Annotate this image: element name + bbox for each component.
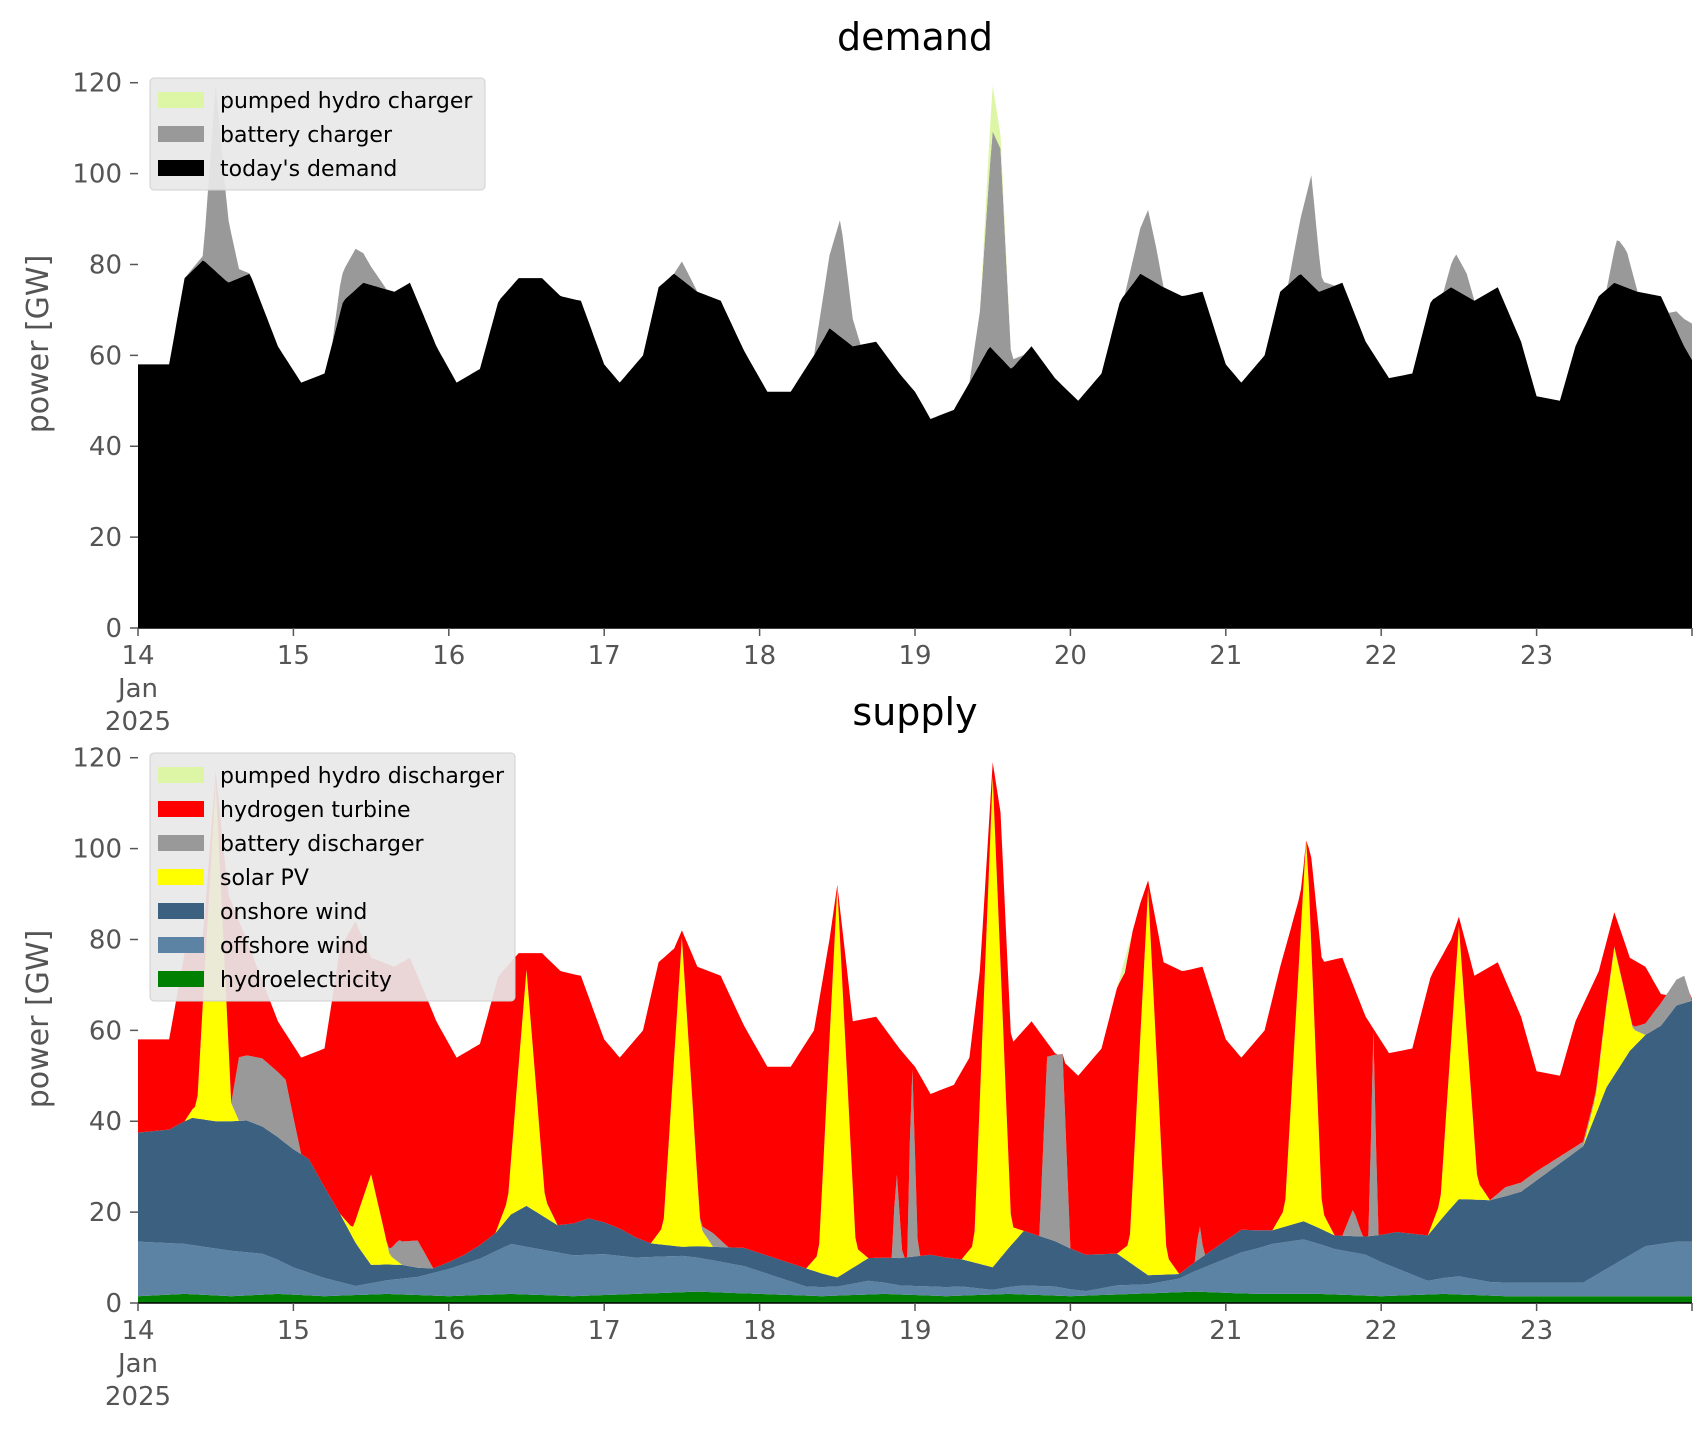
demand-legend-label-today-s-demand: today's demand xyxy=(220,157,397,182)
supply-legend-label-pumped-hydro-discharger: pumped hydro discharger xyxy=(220,764,505,789)
demand-ytick-label: 100 xyxy=(72,160,122,190)
supply-xtick-label: 2025 xyxy=(105,1382,171,1412)
demand-xtick-label: 16 xyxy=(432,641,465,671)
demand-title: demand xyxy=(837,15,993,59)
supply-area-solar-pv xyxy=(138,776,1692,1278)
supply-legend-swatch-onshore-wind xyxy=(158,903,204,919)
demand-xtick-label: 15 xyxy=(277,641,310,671)
supply-xtick-label: Jan xyxy=(116,1349,158,1379)
demand-xtick-label: 17 xyxy=(588,641,621,671)
demand-ytick-label: 80 xyxy=(89,250,122,280)
supply-ytick-label: 20 xyxy=(89,1198,122,1228)
supply-ytick-label: 100 xyxy=(72,835,122,865)
supply-legend-swatch-pumped-hydro-discharger xyxy=(158,767,204,783)
supply-legend-swatch-solar-pv xyxy=(158,869,204,885)
demand-legend-swatch-today-s-demand xyxy=(158,160,204,176)
supply-legend-label-hydrogen-turbine: hydrogen turbine xyxy=(220,798,411,823)
supply-ytick-label: 40 xyxy=(89,1107,122,1137)
demand-legend-swatch-pumped-hydro-charger xyxy=(158,92,204,108)
supply-xtick-label: 19 xyxy=(898,1316,931,1346)
supply-area-hydroelectricity xyxy=(138,1291,1692,1303)
supply-xtick-label: 18 xyxy=(743,1316,776,1346)
supply-legend-label-battery-discharger: battery discharger xyxy=(220,832,425,857)
supply-legend-swatch-offshore-wind xyxy=(158,937,204,953)
demand-xtick-label: 23 xyxy=(1520,641,1553,671)
supply-legend-box xyxy=(149,752,516,1002)
supply-xtick-label: 15 xyxy=(277,1316,310,1346)
supply-xtick-label: 16 xyxy=(432,1316,465,1346)
demand-legend-swatch-battery-charger xyxy=(158,126,204,142)
supply-xtick-label: 22 xyxy=(1365,1316,1398,1346)
supply-ytick-label: 60 xyxy=(89,1016,122,1046)
demand-xtick-label: 20 xyxy=(1054,641,1087,671)
supply-area-onshore-wind xyxy=(138,1000,1692,1292)
demand-area-today-s-demand xyxy=(138,260,1692,628)
supply-xtick-label: 20 xyxy=(1054,1316,1087,1346)
demand-legend-box xyxy=(149,77,486,191)
demand-legend-label-battery-charger: battery charger xyxy=(220,123,393,148)
supply-area-offshore-wind xyxy=(138,1239,1692,1297)
demand-xtick-label: 14 xyxy=(121,641,154,671)
demand-xtick-label: 19 xyxy=(898,641,931,671)
demand-ytick-label: 120 xyxy=(72,69,122,99)
supply-ytick-label: 120 xyxy=(72,744,122,774)
demand-xtick-label: 2025 xyxy=(105,707,171,737)
supply-xtick-label: 14 xyxy=(121,1316,154,1346)
demand-ylabel: power [GW] xyxy=(21,255,56,434)
supply-legend-swatch-battery-discharger xyxy=(158,835,204,851)
supply-legend-swatch-hydroelectricity xyxy=(158,971,204,987)
demand-xtick-label: Jan xyxy=(116,674,158,704)
demand-ytick-label: 0 xyxy=(105,614,122,644)
supply-area-battery-discharger xyxy=(138,776,1692,1274)
supply-ylabel: power [GW] xyxy=(21,930,56,1109)
demand-ytick-label: 20 xyxy=(89,523,122,553)
supply-xtick-label: 23 xyxy=(1520,1316,1553,1346)
supply-legend-label-hydroelectricity: hydroelectricity xyxy=(220,968,392,993)
supply-legend-label-onshore-wind: onshore wind xyxy=(220,900,367,925)
demand-xtick-label: 21 xyxy=(1209,641,1242,671)
supply-legend-label-offshore-wind: offshore wind xyxy=(220,934,369,959)
supply-ytick-label: 0 xyxy=(105,1289,122,1319)
supply-xtick-label: 17 xyxy=(588,1316,621,1346)
demand-ytick-label: 60 xyxy=(89,341,122,371)
demand-xtick-label: 22 xyxy=(1365,641,1398,671)
supply-ytick-label: 80 xyxy=(89,925,122,955)
supply-legend-swatch-hydrogen-turbine xyxy=(158,801,204,817)
supply-title: supply xyxy=(852,690,977,734)
demand-ytick-label: 40 xyxy=(89,432,122,462)
demand-legend-label-pumped-hydro-charger: pumped hydro charger xyxy=(220,89,473,114)
supply-legend-label-solar-pv: solar PV xyxy=(220,866,309,891)
demand-xtick-label: 18 xyxy=(743,641,776,671)
supply-xtick-label: 21 xyxy=(1209,1316,1242,1346)
